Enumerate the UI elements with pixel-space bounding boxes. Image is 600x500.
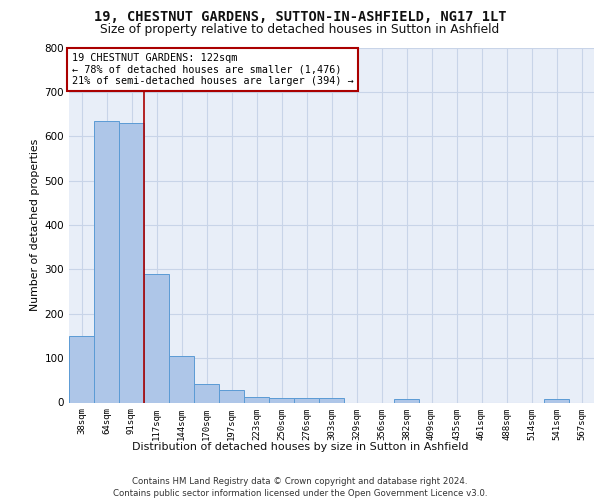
Bar	[394, 399, 419, 402]
Bar	[119, 123, 144, 402]
Text: Distribution of detached houses by size in Sutton in Ashfield: Distribution of detached houses by size …	[132, 442, 468, 452]
Bar	[544, 399, 569, 402]
Bar	[69, 336, 94, 402]
Bar	[194, 384, 219, 402]
Bar	[319, 398, 344, 402]
Bar	[269, 398, 294, 402]
Y-axis label: Number of detached properties: Number of detached properties	[31, 139, 40, 311]
Bar	[244, 397, 269, 402]
Bar	[94, 120, 119, 402]
Bar	[144, 274, 169, 402]
Text: 19, CHESTNUT GARDENS, SUTTON-IN-ASHFIELD, NG17 1LT: 19, CHESTNUT GARDENS, SUTTON-IN-ASHFIELD…	[94, 10, 506, 24]
Bar	[294, 398, 319, 402]
Text: Contains HM Land Registry data © Crown copyright and database right 2024.
Contai: Contains HM Land Registry data © Crown c…	[113, 476, 487, 498]
Text: Size of property relative to detached houses in Sutton in Ashfield: Size of property relative to detached ho…	[100, 22, 500, 36]
Text: 19 CHESTNUT GARDENS: 122sqm
← 78% of detached houses are smaller (1,476)
21% of : 19 CHESTNUT GARDENS: 122sqm ← 78% of det…	[71, 53, 353, 86]
Bar	[169, 356, 194, 403]
Bar	[219, 390, 244, 402]
